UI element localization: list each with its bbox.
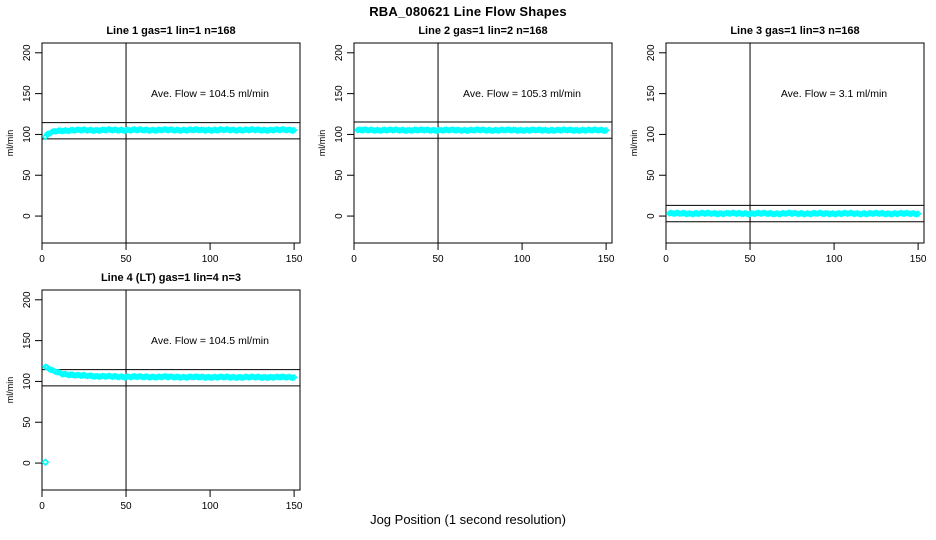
plot-area: 0 50 100 150 0 50 100 150 200 ml/min [629, 42, 927, 265]
ave-flow-annotation: Ave. Flow = 3.1 ml/min [781, 88, 887, 100]
y-tick-label: 150 [646, 85, 657, 102]
y-tick-label: 200 [22, 291, 33, 308]
panel-title: Line 4 (LT) gas=1 lin=4 n=3 [101, 272, 241, 284]
y-tick-label: 50 [646, 169, 657, 181]
panel-line-3: Line 3 gas=1 lin=3 n=168 Ave. Flow = 3.1… [624, 15, 936, 265]
flow-chart-line-4: Line 4 (LT) gas=1 lin=4 n=3 Ave. Flow = … [5, 272, 303, 512]
plot-area: 0 50 100 150 0 50 100 150 200 ml/min [5, 42, 303, 265]
panel-title: Line 1 gas=1 lin=1 n=168 [106, 25, 235, 37]
plot-box [353, 42, 613, 244]
x-tick-label: 150 [910, 254, 927, 265]
y-tick-label: 150 [334, 85, 345, 102]
page-title: RBA_080621 Line Flow Shapes [369, 4, 567, 19]
data-points [665, 209, 922, 218]
y-tick-label: 150 [22, 332, 33, 349]
x-tick-label: 150 [598, 254, 615, 265]
x-tick-label: 150 [286, 501, 303, 512]
x-tick-label: 100 [202, 501, 219, 512]
x-tick-label: 0 [663, 254, 669, 265]
y-tick-label: 50 [334, 169, 345, 181]
data-points [353, 126, 610, 135]
y-tick-label: 0 [646, 213, 657, 219]
flow-chart-line-2: Line 2 gas=1 lin=2 n=168 Ave. Flow = 105… [317, 25, 615, 265]
x-tick-label: 0 [351, 254, 357, 265]
outlier-point [41, 458, 50, 467]
panel-title: Line 2 gas=1 lin=2 n=168 [418, 25, 547, 37]
panel-line-2: Line 2 gas=1 lin=2 n=168 Ave. Flow = 105… [312, 15, 624, 265]
x-tick-label: 100 [514, 254, 531, 265]
x-tick-label: 100 [826, 254, 843, 265]
x-tick-label: 0 [39, 254, 45, 265]
panel-title: Line 3 gas=1 lin=3 n=168 [730, 25, 859, 37]
panel-line-1: Line 1 gas=1 lin=1 n=168 Ave. Flow = 104… [0, 15, 312, 265]
x-tick-label: 50 [744, 254, 756, 265]
plot-area: 0 50 100 150 0 50 100 150 200 ml/min [317, 42, 615, 265]
y-axis-label: ml/min [317, 130, 327, 157]
y-tick-label: 100 [22, 373, 33, 390]
y-axis-label: ml/min [5, 130, 15, 157]
plot-area: 0 50 100 150 0 50 100 150 200 ml/min [5, 289, 303, 512]
y-axis-label: ml/min [5, 377, 15, 404]
x-tick-label: 100 [202, 254, 219, 265]
x-tick-label: 50 [120, 254, 132, 265]
y-tick-label: 0 [334, 213, 345, 219]
data-points [41, 125, 298, 141]
y-tick-label: 50 [22, 416, 33, 428]
y-tick-label: 50 [22, 169, 33, 181]
ave-flow-annotation: Ave. Flow = 104.5 ml/min [151, 335, 269, 347]
plot-box [41, 289, 301, 491]
y-tick-label: 100 [334, 126, 345, 143]
flow-chart-line-3: Line 3 gas=1 lin=3 n=168 Ave. Flow = 3.1… [629, 25, 927, 265]
y-tick-label: 200 [646, 44, 657, 61]
plot-box [665, 42, 925, 244]
y-tick-label: 100 [646, 126, 657, 143]
plot-box [41, 42, 301, 244]
ave-flow-annotation: Ave. Flow = 104.5 ml/min [151, 88, 269, 100]
y-tick-label: 200 [22, 44, 33, 61]
ave-flow-annotation: Ave. Flow = 105.3 ml/min [463, 88, 581, 100]
x-tick-label: 0 [39, 501, 45, 512]
panel-line-4: Line 4 (LT) gas=1 lin=4 n=3 Ave. Flow = … [0, 262, 312, 512]
x-axis-label: Jog Position (1 second resolution) [370, 512, 566, 527]
x-tick-label: 50 [120, 501, 132, 512]
y-tick-label: 100 [22, 126, 33, 143]
y-tick-label: 150 [22, 85, 33, 102]
y-tick-label: 0 [22, 460, 33, 466]
x-tick-label: 150 [286, 254, 303, 265]
y-axis-label: ml/min [629, 130, 639, 157]
y-tick-label: 0 [22, 213, 33, 219]
flow-chart-line-1: Line 1 gas=1 lin=1 n=168 Ave. Flow = 104… [5, 25, 303, 265]
data-points [41, 363, 298, 382]
x-tick-label: 50 [432, 254, 444, 265]
y-tick-label: 200 [334, 44, 345, 61]
